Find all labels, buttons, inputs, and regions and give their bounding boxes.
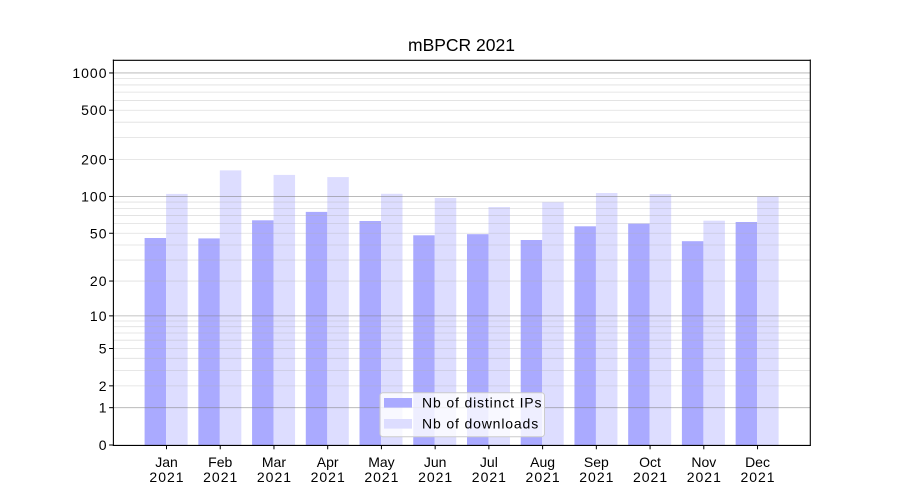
svg-text:2021: 2021 — [740, 469, 775, 485]
svg-text:50: 50 — [90, 225, 108, 241]
svg-text:0: 0 — [99, 437, 108, 453]
svg-text:2021: 2021 — [579, 469, 614, 485]
svg-text:Nb of distinct IPs: Nb of distinct IPs — [422, 395, 542, 411]
svg-text:2021: 2021 — [472, 469, 507, 485]
svg-text:10: 10 — [90, 308, 108, 324]
svg-text:Jul: Jul — [480, 454, 498, 470]
svg-text:2021: 2021 — [203, 469, 238, 485]
svg-text:Aug: Aug — [530, 454, 555, 470]
svg-text:mBPCR 2021: mBPCR 2021 — [408, 35, 515, 55]
svg-text:Mar: Mar — [262, 454, 286, 470]
svg-text:2021: 2021 — [149, 469, 184, 485]
svg-text:2021: 2021 — [257, 469, 292, 485]
svg-text:2021: 2021 — [633, 469, 668, 485]
svg-text:Jun: Jun — [424, 454, 447, 470]
svg-text:Oct: Oct — [639, 454, 661, 470]
svg-text:Dec: Dec — [745, 454, 770, 470]
svg-text:2021: 2021 — [364, 469, 399, 485]
svg-text:Sep: Sep — [584, 454, 609, 470]
svg-text:2021: 2021 — [687, 469, 722, 485]
svg-text:Apr: Apr — [317, 454, 339, 470]
svg-text:20: 20 — [90, 273, 108, 289]
svg-text:100: 100 — [81, 188, 107, 204]
svg-text:May: May — [368, 454, 394, 470]
svg-text:2021: 2021 — [526, 469, 561, 485]
svg-text:5: 5 — [99, 341, 108, 357]
svg-text:Nov: Nov — [691, 454, 716, 470]
svg-text:Nb of downloads: Nb of downloads — [422, 416, 539, 432]
svg-text:2: 2 — [99, 378, 108, 394]
svg-text:Feb: Feb — [208, 454, 232, 470]
svg-text:Jan: Jan — [155, 454, 178, 470]
svg-text:1000: 1000 — [72, 65, 107, 81]
svg-text:1: 1 — [99, 400, 108, 416]
svg-text:500: 500 — [81, 102, 107, 118]
svg-text:200: 200 — [81, 151, 107, 167]
svg-text:2021: 2021 — [418, 469, 453, 485]
svg-text:2021: 2021 — [311, 469, 346, 485]
